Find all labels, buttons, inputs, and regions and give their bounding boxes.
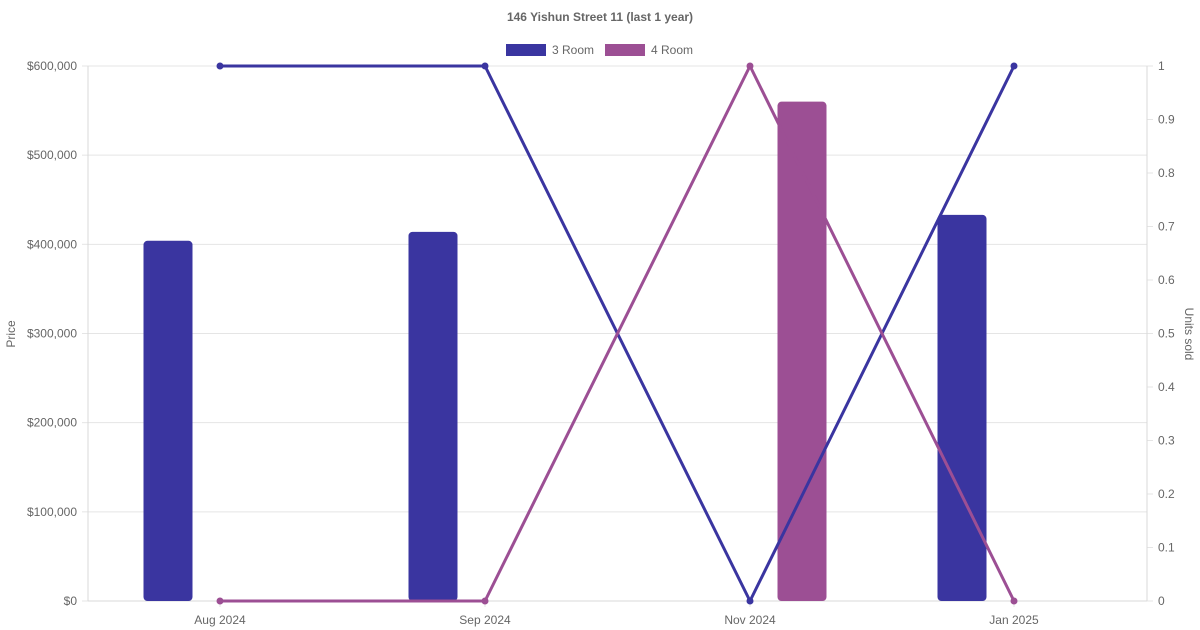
right-axis-ticks: 0 0.1 0.2 0.3 0.4 0.5 0.6 0.7 0.8 0.9 1 bbox=[1158, 59, 1175, 608]
legend[interactable]: 3 Room 4 Room bbox=[506, 43, 693, 57]
point-3-room[interactable] bbox=[481, 62, 489, 70]
line-4-room bbox=[220, 64, 1016, 603]
bar-3-room[interactable] bbox=[937, 214, 987, 602]
right-tick-label: 0.1 bbox=[1158, 541, 1175, 555]
right-tick-label: 1 bbox=[1158, 59, 1165, 73]
left-tick-label: $500,000 bbox=[27, 148, 77, 162]
left-tick-label: $400,000 bbox=[27, 237, 77, 251]
right-tick-label: 0.9 bbox=[1158, 113, 1175, 127]
left-tick-label: $200,000 bbox=[27, 416, 77, 430]
right-tick-label: 0.6 bbox=[1158, 273, 1175, 287]
lines bbox=[220, 64, 1016, 603]
bars bbox=[143, 101, 987, 602]
chart-title: 146 Yishun Street 11 (last 1 year) bbox=[507, 10, 693, 24]
legend-label-4-room: 4 Room bbox=[651, 43, 693, 57]
legend-swatch-3-room bbox=[506, 44, 546, 56]
point-4-room[interactable] bbox=[216, 597, 224, 605]
left-tick-label: $100,000 bbox=[27, 505, 77, 519]
x-tick-label: Aug 2024 bbox=[194, 613, 246, 627]
gridlines bbox=[82, 65, 1153, 607]
x-axis-ticks: Aug 2024 Sep 2024 Nov 2024 Jan 2025 bbox=[194, 613, 1039, 627]
right-tick-label: 0.5 bbox=[1158, 327, 1175, 341]
right-tick-label: 0.2 bbox=[1158, 487, 1175, 501]
right-tick-label: 0.7 bbox=[1158, 220, 1175, 234]
bar-4-room[interactable] bbox=[777, 101, 827, 602]
right-tick-label: 0.4 bbox=[1158, 380, 1175, 394]
right-axis-title: Units sold bbox=[1182, 308, 1196, 361]
right-tick-label: 0.3 bbox=[1158, 434, 1175, 448]
legend-item-4-room[interactable]: 4 Room bbox=[605, 43, 693, 57]
legend-item-3-room[interactable]: 3 Room bbox=[506, 43, 594, 57]
x-tick-label: Sep 2024 bbox=[459, 613, 511, 627]
bar-3-room[interactable] bbox=[408, 231, 458, 601]
left-tick-label: $0 bbox=[64, 594, 78, 608]
right-tick-label: 0.8 bbox=[1158, 166, 1175, 180]
x-tick-label: Jan 2025 bbox=[989, 613, 1039, 627]
x-tick-label: Nov 2024 bbox=[724, 613, 776, 627]
point-3-room[interactable] bbox=[216, 62, 224, 70]
left-tick-label: $300,000 bbox=[27, 327, 77, 341]
point-4-room[interactable] bbox=[481, 597, 489, 605]
legend-swatch-4-room bbox=[605, 44, 645, 56]
point-3-room[interactable] bbox=[1010, 62, 1018, 70]
point-4-room[interactable] bbox=[1010, 597, 1018, 605]
point-4-room[interactable] bbox=[746, 62, 754, 70]
right-tick-label: 0 bbox=[1158, 594, 1165, 608]
legend-label-3-room: 3 Room bbox=[552, 43, 594, 57]
left-axis-ticks: $0 $100,000 $200,000 $300,000 $400,000 $500,0… bbox=[27, 59, 77, 608]
points bbox=[216, 62, 1018, 605]
left-tick-label: $600,000 bbox=[27, 59, 77, 73]
bar-3-room[interactable] bbox=[143, 240, 193, 601]
left-axis-title: Price bbox=[4, 320, 18, 348]
point-3-room[interactable] bbox=[746, 597, 754, 605]
